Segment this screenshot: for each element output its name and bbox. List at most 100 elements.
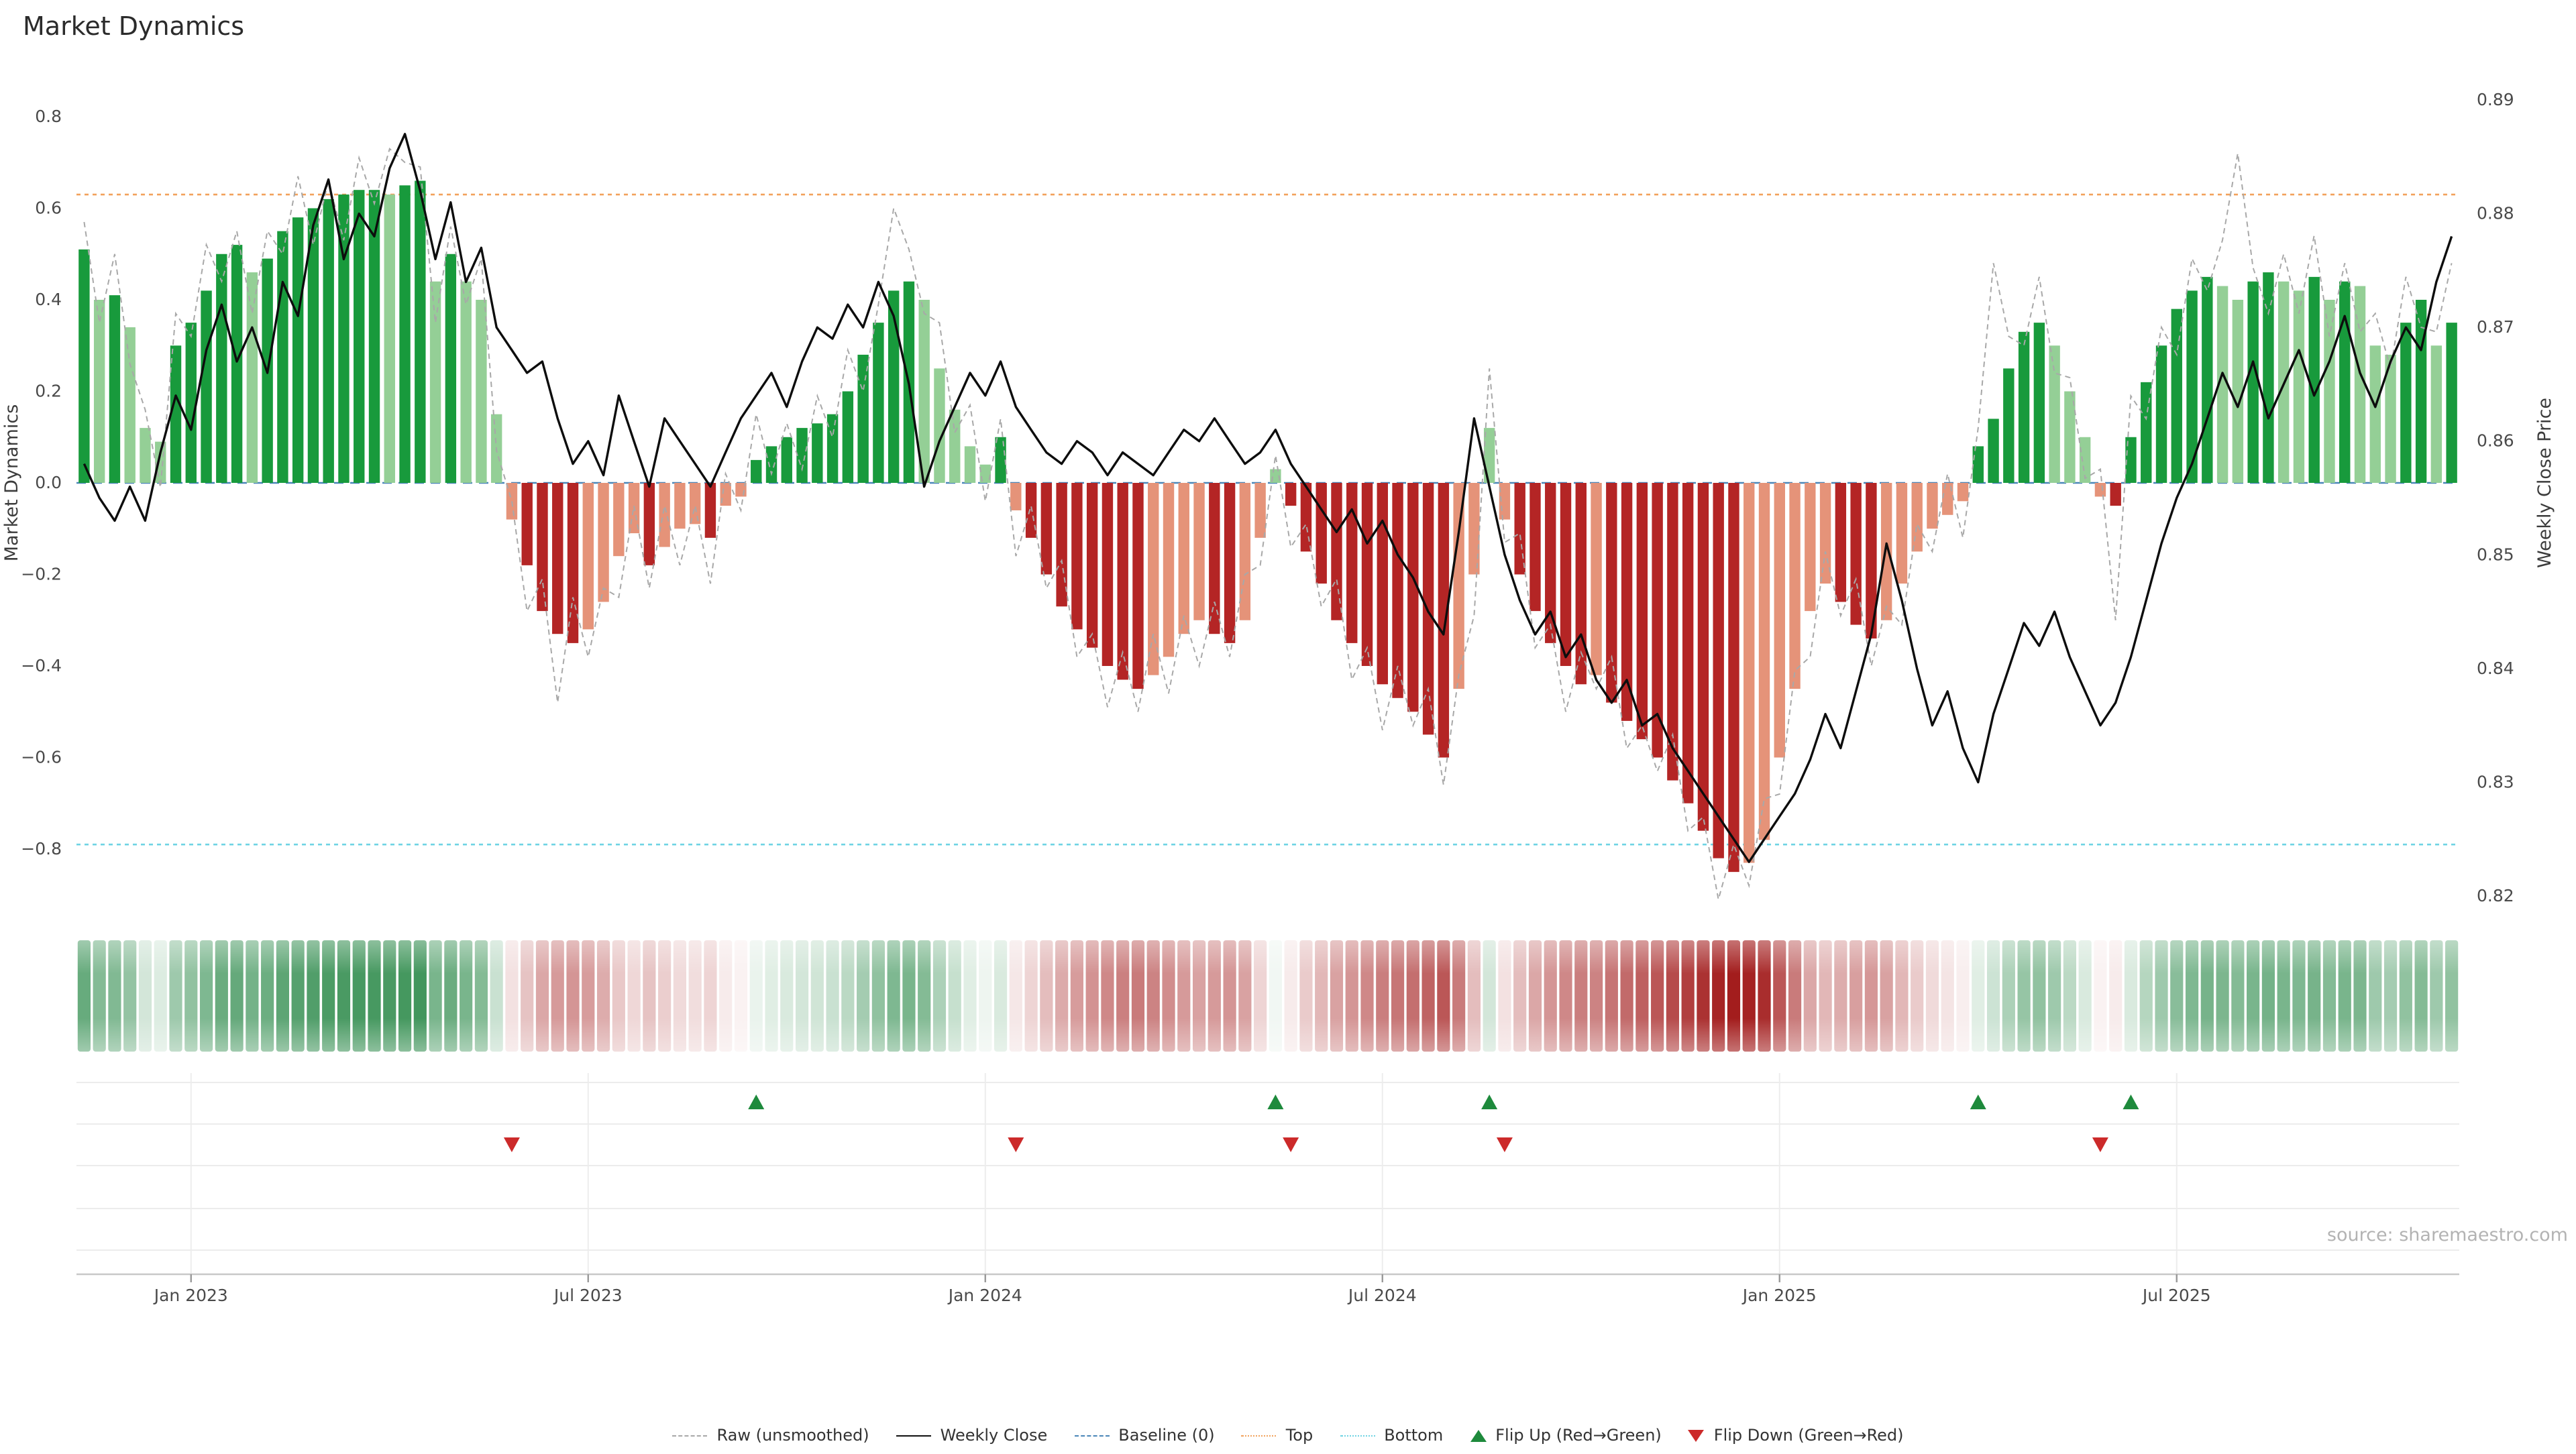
dynamics-bar — [918, 300, 930, 483]
legend-label-weekly-close: Weekly Close — [940, 1426, 1048, 1445]
dynamics-bar — [1285, 483, 1297, 506]
dynamics-bar — [934, 368, 945, 483]
dynamics-bar — [1056, 483, 1067, 607]
dynamics-bar — [1942, 483, 1953, 515]
dynamics-bar — [429, 281, 441, 483]
dynamics-bar — [1178, 483, 1189, 634]
dynamics-bar — [1713, 483, 1724, 858]
dynamics-bar — [1086, 483, 1098, 648]
dynamics-bar — [842, 391, 854, 483]
dynamics-bar — [2155, 345, 2167, 484]
legend-label-flip-up: Flip Up (Red→Green) — [1495, 1426, 1662, 1445]
dynamics-bar — [643, 483, 655, 565]
dynamics-bar — [1896, 483, 1908, 584]
dynamics-bar — [185, 323, 197, 483]
dynamics-bar — [796, 428, 808, 483]
dynamics-bar — [1025, 483, 1037, 538]
dynamics-bar — [1774, 483, 1785, 758]
dynamics-bar — [2446, 323, 2457, 483]
dynamics-bar — [1880, 483, 1892, 620]
dynamics-bar — [1071, 483, 1083, 630]
dynamics-bar — [1132, 483, 1144, 689]
raw-line-sample — [672, 1435, 708, 1436]
dynamics-bar — [2308, 276, 2320, 483]
dynamics-bar — [1927, 483, 1938, 529]
dynamics-bar — [1529, 483, 1541, 612]
dynamics-bar — [781, 437, 792, 484]
dynamics-bar — [812, 423, 823, 483]
left-tick-label: 0.8 — [35, 107, 62, 126]
dynamics-bar — [2339, 281, 2351, 483]
right-tick-label: 0.87 — [2477, 317, 2514, 337]
dynamics-bar — [1346, 483, 1358, 643]
flip-down-marker — [1496, 1137, 1513, 1152]
left-tick-label: −0.4 — [21, 656, 62, 675]
legend-item-baseline: Baseline (0) — [1074, 1426, 1215, 1445]
dynamics-bar — [598, 483, 609, 602]
flip-down-triangle-icon — [1688, 1429, 1705, 1441]
dynamics-bar — [964, 446, 976, 483]
dynamics-bar — [2354, 286, 2366, 483]
dynamics-bar — [1972, 446, 1984, 483]
dynamics-bar — [567, 483, 579, 643]
legend-item-flip-up: Flip Up (Red→Green) — [1470, 1426, 1662, 1445]
dynamics-bar — [338, 194, 350, 483]
dynamics-bar — [1438, 483, 1450, 758]
dynamics-bar — [2003, 368, 2015, 483]
right-tick-label: 0.86 — [2477, 431, 2514, 451]
chart-title: Market Dynamics — [23, 11, 244, 41]
dynamics-bar — [1805, 483, 1816, 612]
x-tick-label: Jul 2025 — [2141, 1286, 2211, 1305]
dynamics-bar — [674, 483, 686, 529]
baseline-line-sample — [1074, 1435, 1110, 1436]
dynamics-bar — [873, 323, 884, 483]
dynamics-bar — [2385, 354, 2396, 483]
heatmap-sheen — [76, 940, 2459, 1052]
dynamics-bar — [704, 483, 716, 538]
dynamics-bar — [1866, 483, 1877, 639]
weekly-close-line-sample — [896, 1435, 931, 1436]
dynamics-bar — [1300, 483, 1312, 552]
x-tick-label: Jan 2023 — [153, 1286, 228, 1305]
legend-label-bottom: Bottom — [1384, 1426, 1444, 1445]
dynamics-bar — [1575, 483, 1587, 685]
left-tick-label: −0.8 — [21, 839, 62, 858]
dynamics-bar — [1010, 483, 1022, 510]
left-tick-label: −0.6 — [21, 748, 62, 767]
legend-item-raw: Raw (unsmoothed) — [672, 1426, 869, 1445]
dynamics-bar — [2263, 272, 2274, 483]
right-tick-label: 0.84 — [2477, 659, 2514, 678]
dynamics-bar — [1682, 483, 1694, 803]
dynamics-bars — [78, 180, 2457, 873]
raw-line — [83, 147, 2453, 900]
dynamics-bar — [1591, 483, 1602, 675]
right-axis-title: Weekly Close Price — [2534, 398, 2555, 568]
x-tick-label: Jul 2023 — [553, 1286, 623, 1305]
dynamics-bar — [1758, 483, 1770, 840]
dynamics-bar — [1040, 483, 1053, 575]
dynamics-bar — [1606, 483, 1617, 703]
dynamics-bar — [2171, 309, 2182, 483]
dynamics-bar — [2232, 300, 2244, 483]
dynamics-bar — [1468, 483, 1480, 575]
dynamics-bar — [368, 190, 380, 483]
right-tick-label: 0.82 — [2477, 886, 2514, 905]
right-tick-label: 0.88 — [2477, 204, 2514, 223]
flip-up-marker — [1481, 1095, 1498, 1109]
dynamics-bar — [476, 300, 487, 483]
left-tick-label: 0.6 — [35, 199, 62, 218]
dynamics-bar — [399, 185, 411, 483]
dynamics-bar — [1911, 483, 1923, 552]
dynamics-bar — [2125, 437, 2137, 484]
dynamics-bar — [1789, 483, 1801, 689]
dynamics-bar — [2186, 290, 2198, 483]
flip-marker-panel: Jan 2023 Jul 2023 Jan 2024 Jul 2024 Jan 2025… — [76, 1073, 2459, 1305]
flip-down-marker — [503, 1137, 520, 1152]
legend-item-bottom: Bottom — [1340, 1426, 1443, 1445]
right-tick-label: 0.89 — [2477, 90, 2514, 109]
dynamics-bar — [2141, 382, 2152, 483]
dynamics-bar — [2400, 323, 2412, 483]
left-tick-label: −0.2 — [21, 565, 62, 584]
dynamics-bar — [1621, 483, 1633, 721]
dynamics-bar — [1117, 483, 1128, 680]
